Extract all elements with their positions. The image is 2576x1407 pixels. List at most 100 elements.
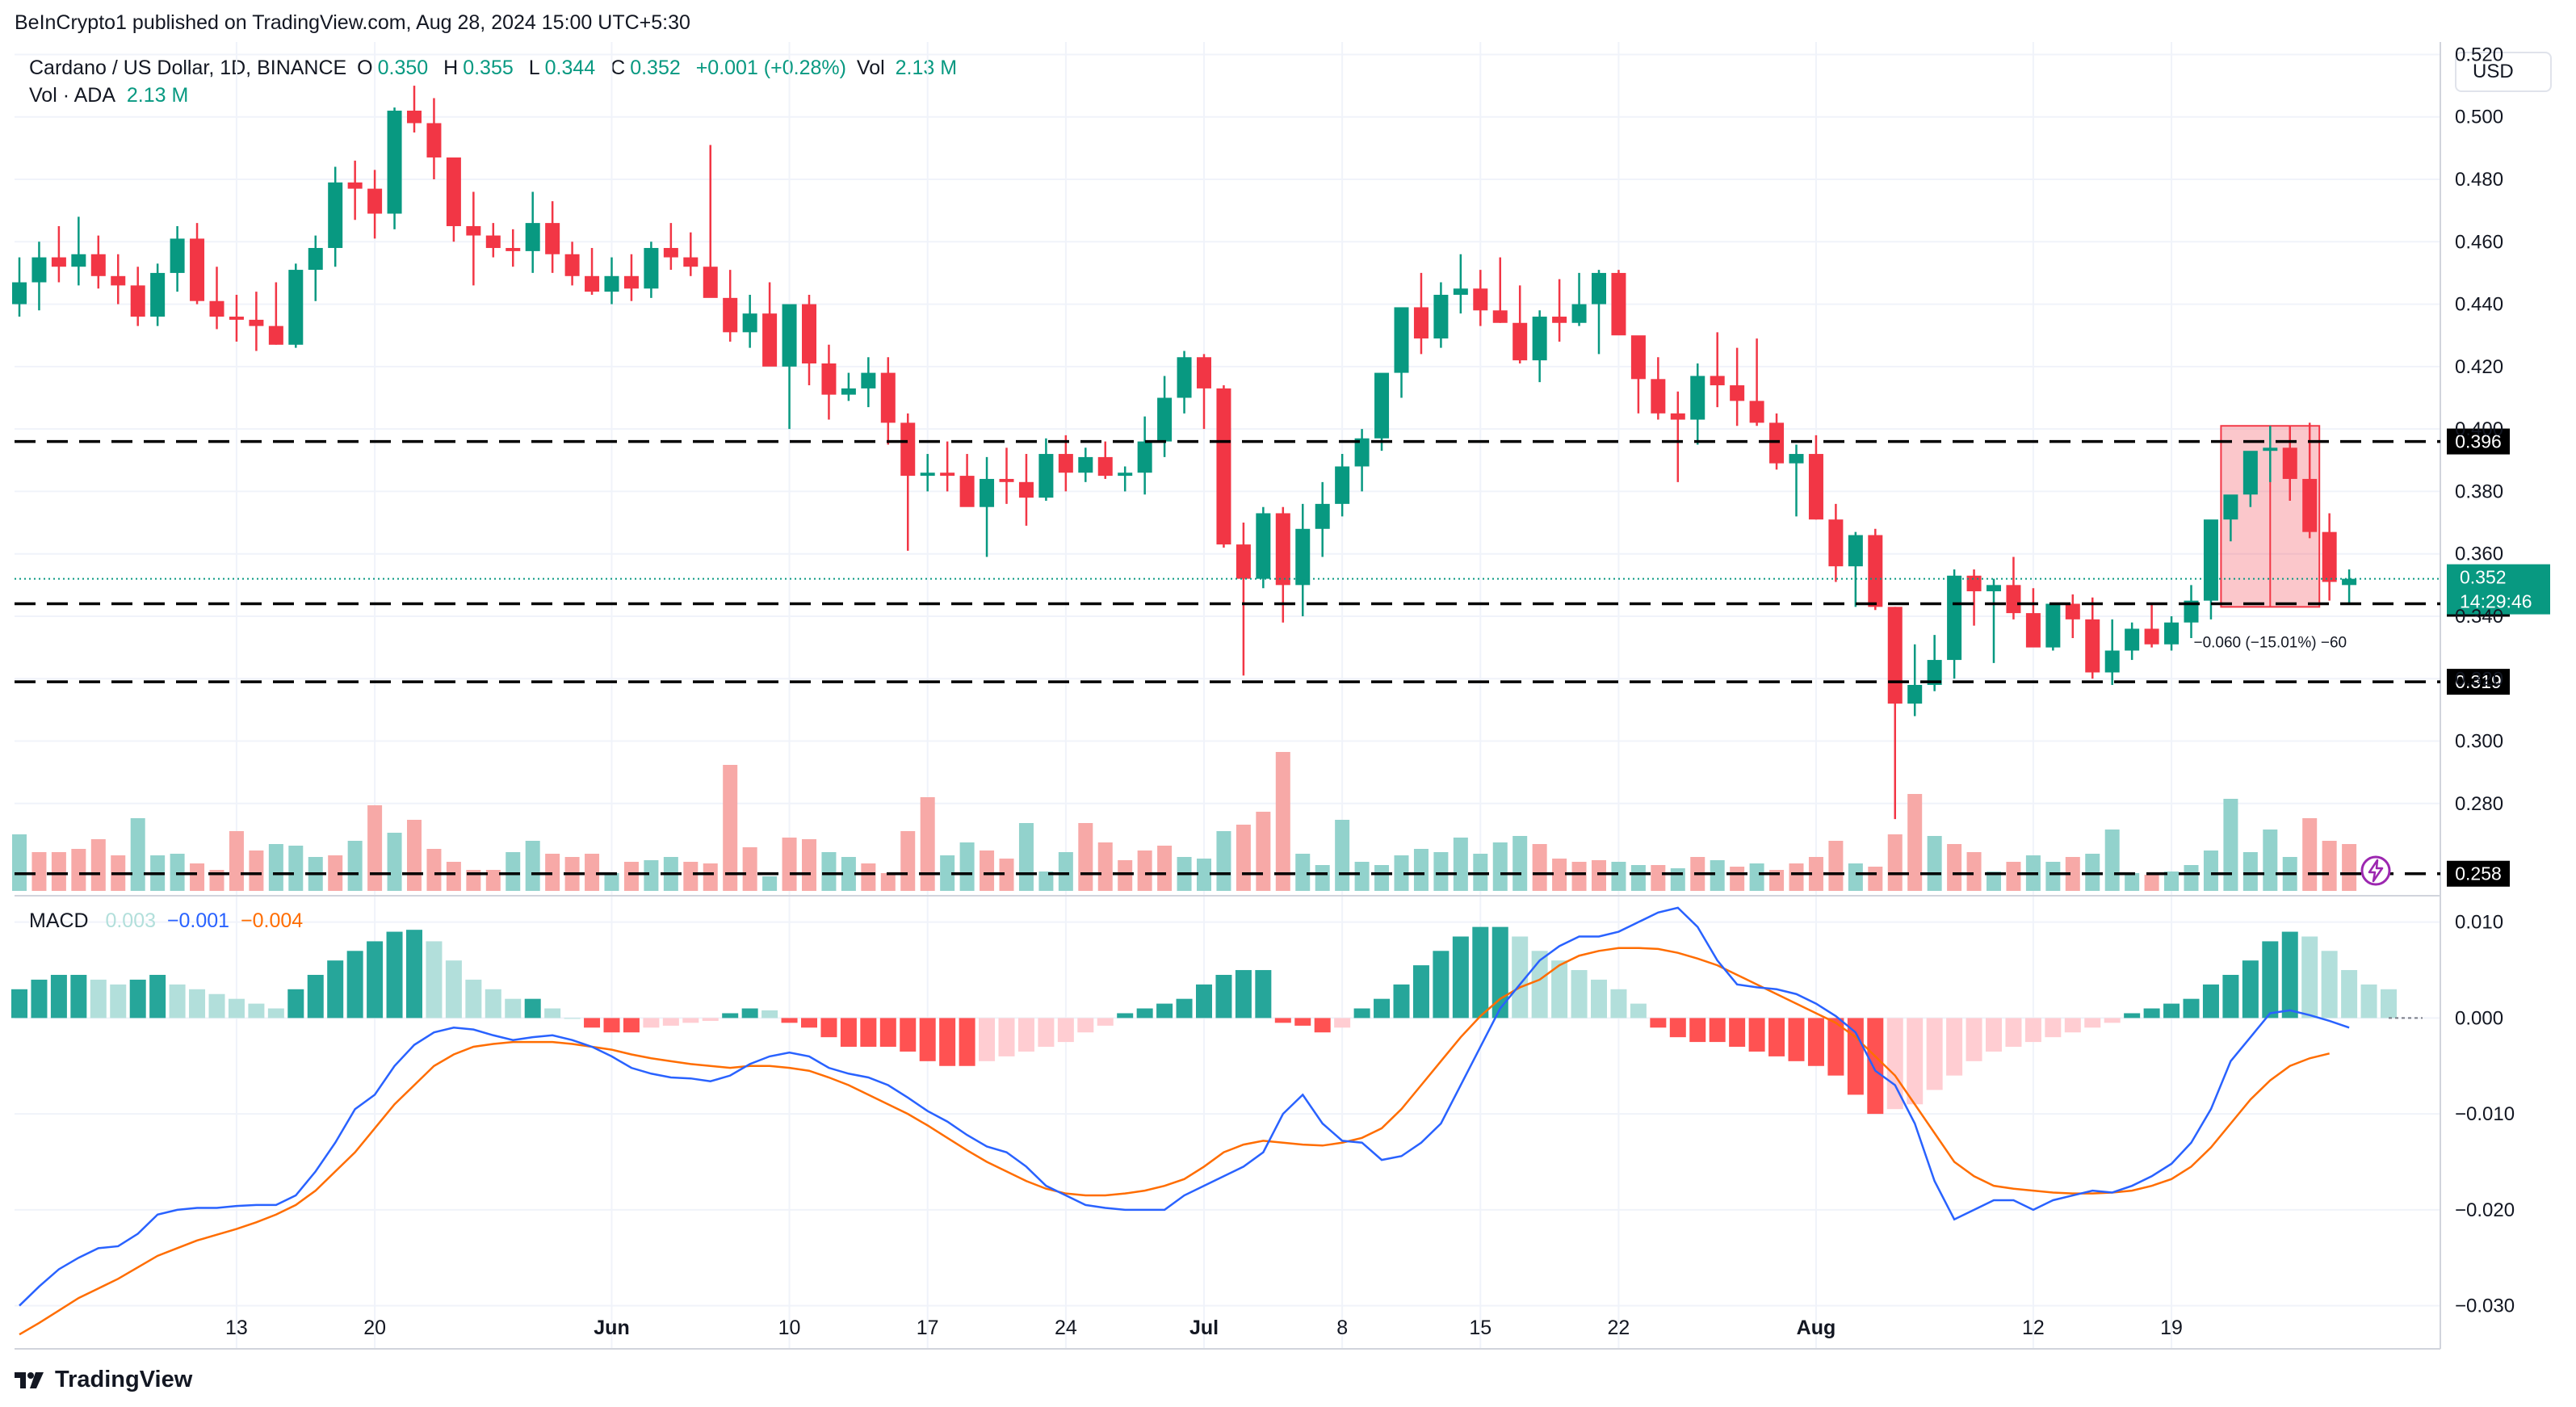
macd-hist-bar	[505, 998, 522, 1018]
candle-body	[1097, 456, 1113, 477]
level-label-0.319: 0.319	[2455, 671, 2502, 692]
volume-bar	[1256, 812, 1271, 891]
macd-hist-bar	[1531, 951, 1548, 1018]
volume-bar	[1335, 820, 1350, 891]
candle-body	[2104, 650, 2120, 673]
macd-tick: −0.020	[2455, 1199, 2515, 1221]
candle-body	[1848, 535, 1863, 567]
price-tick: 0.300	[2455, 731, 2503, 753]
macd-hist-bar	[2183, 998, 2200, 1018]
volume-bar	[940, 855, 955, 891]
volume-bar	[328, 855, 343, 891]
volume-bar	[841, 857, 856, 891]
volume-legend-label[interactable]: Vol · ADA	[29, 84, 115, 107]
macd-hist-bar	[1926, 1018, 1943, 1090]
volume-bar	[1710, 860, 1725, 891]
candle-body	[506, 248, 521, 251]
volume-bar	[71, 849, 86, 891]
time-tick: 8	[1336, 1317, 1348, 1339]
time-tick: 22	[1608, 1317, 1630, 1339]
macd-hist-bar	[900, 1018, 917, 1052]
volume-bar	[1987, 872, 2001, 891]
candle-body	[1453, 288, 1468, 295]
volume-bar	[506, 852, 521, 891]
volume-bar	[209, 870, 224, 891]
signal-line	[19, 947, 2330, 1336]
volume-bar	[1966, 852, 1982, 891]
candle-body	[1630, 335, 1646, 380]
macd-hist-bar	[939, 1018, 956, 1066]
candle-body	[268, 326, 283, 345]
macd-hist-bar	[346, 951, 363, 1018]
macd-hist-bar	[682, 1018, 699, 1023]
candle-body	[723, 297, 738, 333]
level-tag-0.319	[2447, 669, 2510, 695]
macd-hist-bar	[1768, 1018, 1785, 1056]
volume-bar	[2242, 852, 2258, 891]
macd-hist-bar	[110, 984, 127, 1018]
macd-hist-bar	[1610, 989, 1627, 1018]
macd-hist-bar	[1117, 1013, 1134, 1018]
time-tick: 17	[917, 1317, 939, 1339]
volume-bar	[1295, 854, 1311, 891]
macd-tick: −0.030	[2455, 1296, 2515, 1317]
macd-hist-bar	[1946, 1018, 1963, 1076]
candle-body	[1058, 454, 1073, 473]
volume-bar	[1927, 836, 1942, 891]
macd-hist-bar	[1966, 1018, 1982, 1061]
candle-body	[1335, 466, 1350, 504]
macd-hist-bar	[1057, 1018, 1074, 1043]
macd-hist-bar	[248, 1003, 265, 1018]
volume-bar	[1492, 842, 1508, 891]
candle-body	[1749, 401, 1764, 423]
volume-bar	[1236, 825, 1251, 891]
candle-body	[31, 257, 47, 283]
volume-bar	[1157, 846, 1173, 891]
volume-bar	[1887, 834, 1903, 891]
candle-body	[387, 111, 402, 214]
macd-hist-bar	[1255, 970, 1272, 1018]
candle-body	[762, 313, 778, 367]
candle-body	[1532, 317, 1547, 361]
macd-hist-bar	[860, 1018, 877, 1048]
macd-hist-bar	[307, 974, 324, 1018]
price-tick: 0.500	[2455, 107, 2503, 128]
time-tick: 15	[1469, 1317, 1491, 1339]
candle-body	[742, 313, 757, 333]
tradingview-logo[interactable]: TradingView	[15, 1367, 192, 1393]
macd-legend-label[interactable]: MACD	[29, 909, 89, 932]
volume-bar	[288, 846, 304, 891]
macd-hist-bar	[722, 1013, 739, 1018]
volume-bar	[2006, 862, 2021, 891]
price-tick: 0.400	[2455, 418, 2503, 440]
volume-bar	[1611, 862, 1626, 891]
price-tick: 0.440	[2455, 294, 2503, 316]
volume-bar	[229, 831, 244, 891]
candle-body	[2203, 519, 2218, 601]
macd-hist-bar	[1176, 998, 1193, 1018]
candle-body	[12, 282, 27, 304]
candle-body	[446, 157, 461, 226]
macd-hist-bar	[149, 974, 166, 1018]
macd-hist-bar	[2222, 974, 2239, 1018]
macd-hist-bar	[623, 1018, 640, 1033]
volume-bar	[1018, 823, 1034, 891]
level-label-0.396: 0.396	[2455, 431, 2502, 452]
candle-body	[1927, 660, 1942, 685]
macd-hist-bar	[189, 989, 206, 1018]
volume-bar	[1038, 872, 1054, 891]
volume-bar	[2342, 844, 2357, 891]
volume-bar	[2045, 862, 2061, 891]
level-tag-0.396	[2447, 428, 2510, 455]
macd-hist-bar	[879, 1018, 896, 1048]
volume-bar	[31, 852, 47, 891]
flash-icon[interactable]	[2360, 855, 2392, 887]
volume-bar	[644, 860, 659, 891]
currency-button[interactable]: USD	[2455, 52, 2552, 92]
volume-bar	[959, 842, 975, 891]
volume-bar	[190, 863, 205, 891]
symbol-name[interactable]: Cardano / US Dollar, 1D, BINANCE	[29, 57, 347, 79]
macd-hist-bar	[208, 993, 225, 1018]
volume-bar	[525, 841, 540, 891]
